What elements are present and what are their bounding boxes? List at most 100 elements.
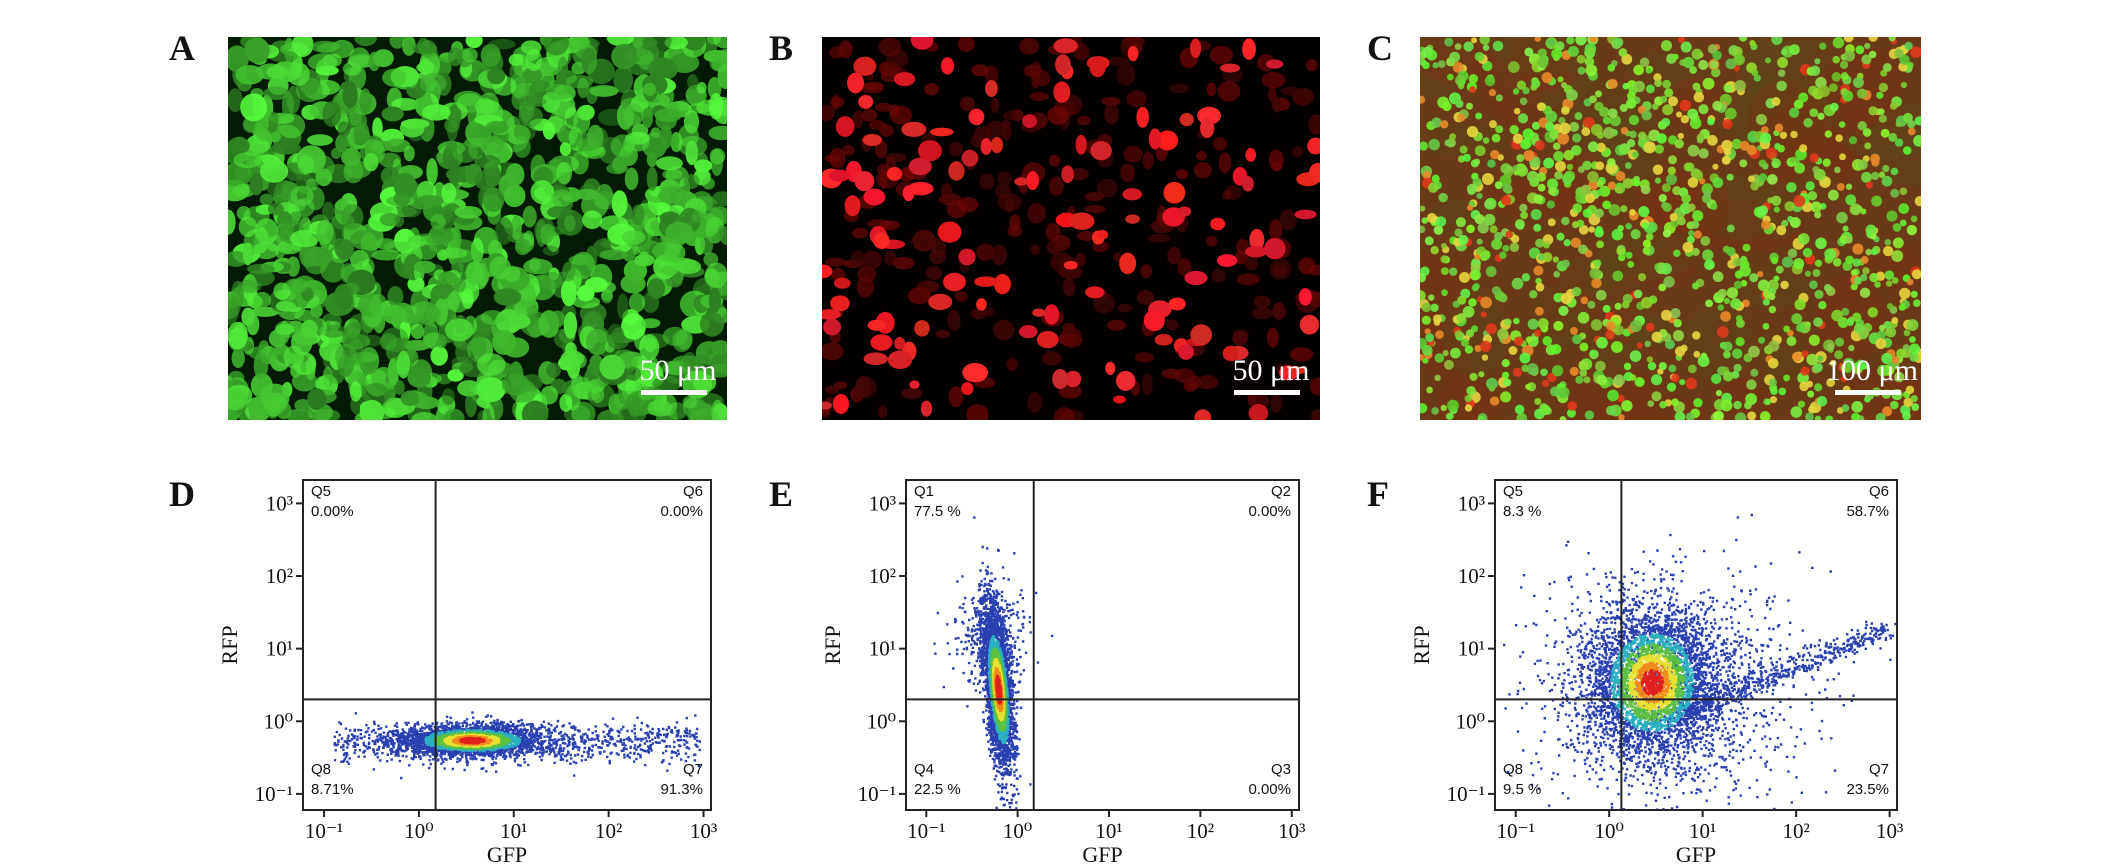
cell [1654, 144, 1664, 154]
cell [1589, 95, 1597, 104]
cell [416, 302, 439, 325]
cell [1474, 51, 1485, 62]
cell [1127, 46, 1139, 62]
cell [1730, 298, 1742, 310]
cell [1856, 88, 1867, 99]
cell [1645, 67, 1652, 74]
cell [1843, 37, 1854, 43]
cell [948, 386, 964, 408]
cell [1477, 222, 1489, 234]
y-tick-label: 10³ [869, 491, 896, 515]
cell [1519, 97, 1528, 106]
cell [1770, 257, 1779, 265]
cell [495, 216, 514, 245]
cell [664, 242, 686, 263]
cell [389, 37, 406, 49]
cell [1311, 409, 1320, 420]
cell [1662, 79, 1672, 89]
cell [1892, 223, 1902, 232]
cell [1522, 128, 1535, 140]
cell [1723, 371, 1734, 382]
cell [1044, 304, 1060, 325]
cell [1791, 313, 1803, 325]
cell [287, 62, 310, 86]
cell [1462, 305, 1475, 318]
cell [403, 145, 415, 162]
cell [1784, 201, 1795, 212]
quadrant-name: Q3 [1271, 761, 1291, 778]
cell [1657, 263, 1664, 271]
cell [857, 266, 877, 283]
cell [1534, 37, 1541, 42]
cell [623, 103, 644, 126]
cell [1432, 62, 1439, 69]
cell [1660, 309, 1672, 321]
cell [1534, 329, 1542, 337]
cell [1681, 193, 1692, 204]
x-tick-label: 10² [595, 819, 622, 843]
cell [1546, 178, 1559, 190]
cell [941, 183, 953, 203]
cell [1786, 336, 1797, 347]
cell [1492, 40, 1504, 52]
cell [1669, 213, 1678, 222]
cell [957, 37, 975, 52]
cell [1814, 289, 1824, 299]
cell [1693, 92, 1705, 103]
event-dots [987, 635, 1010, 745]
cell [642, 291, 660, 313]
y-axis-title: RFP [820, 625, 845, 664]
cell [662, 326, 688, 346]
cell [1634, 376, 1645, 388]
cell [1735, 337, 1745, 347]
cell [1780, 280, 1789, 290]
cell [1852, 77, 1864, 88]
quadrant-percent: 0.00% [1248, 503, 1291, 520]
cell [1783, 374, 1791, 382]
cell [949, 141, 964, 157]
x-tick-label: 10² [1187, 819, 1214, 843]
cell [1444, 37, 1454, 47]
texture [1843, 125, 1921, 160]
cell [1692, 282, 1700, 290]
cell [1569, 121, 1580, 132]
cell [1236, 273, 1260, 286]
cell [1687, 364, 1697, 374]
cell [268, 111, 279, 133]
cell [1790, 156, 1797, 163]
cell [1846, 318, 1855, 326]
cell [711, 191, 727, 207]
scale-bar-label: 100 μm [1826, 354, 1918, 387]
cell [1507, 61, 1520, 73]
micrograph [822, 37, 1320, 420]
cell [1720, 311, 1731, 322]
cell [1671, 398, 1679, 407]
cell [1819, 42, 1827, 50]
cell [1465, 329, 1475, 338]
cell [1804, 270, 1811, 277]
cell [1768, 292, 1776, 301]
cell [1466, 125, 1479, 138]
cell [1680, 115, 1689, 124]
cell [1489, 225, 1498, 234]
cell [1463, 41, 1474, 52]
cell [1670, 308, 1681, 319]
cell [1454, 43, 1462, 51]
panel-label: E [769, 474, 793, 514]
x-tick-label: 10¹ [500, 819, 527, 843]
cell [908, 157, 932, 176]
cell [1266, 59, 1284, 69]
cell [1154, 334, 1173, 346]
cell [360, 232, 378, 259]
cell [1892, 237, 1904, 249]
cell [267, 202, 284, 216]
cell [874, 102, 893, 112]
cell [1143, 309, 1165, 332]
cell [1595, 289, 1607, 301]
cell [1513, 107, 1521, 115]
quadrant-percent: 23.5% [1846, 781, 1889, 798]
quadrant-name: Q5 [1503, 483, 1523, 500]
cell [1535, 306, 1544, 316]
cell [1249, 228, 1265, 251]
cell [1832, 37, 1845, 49]
